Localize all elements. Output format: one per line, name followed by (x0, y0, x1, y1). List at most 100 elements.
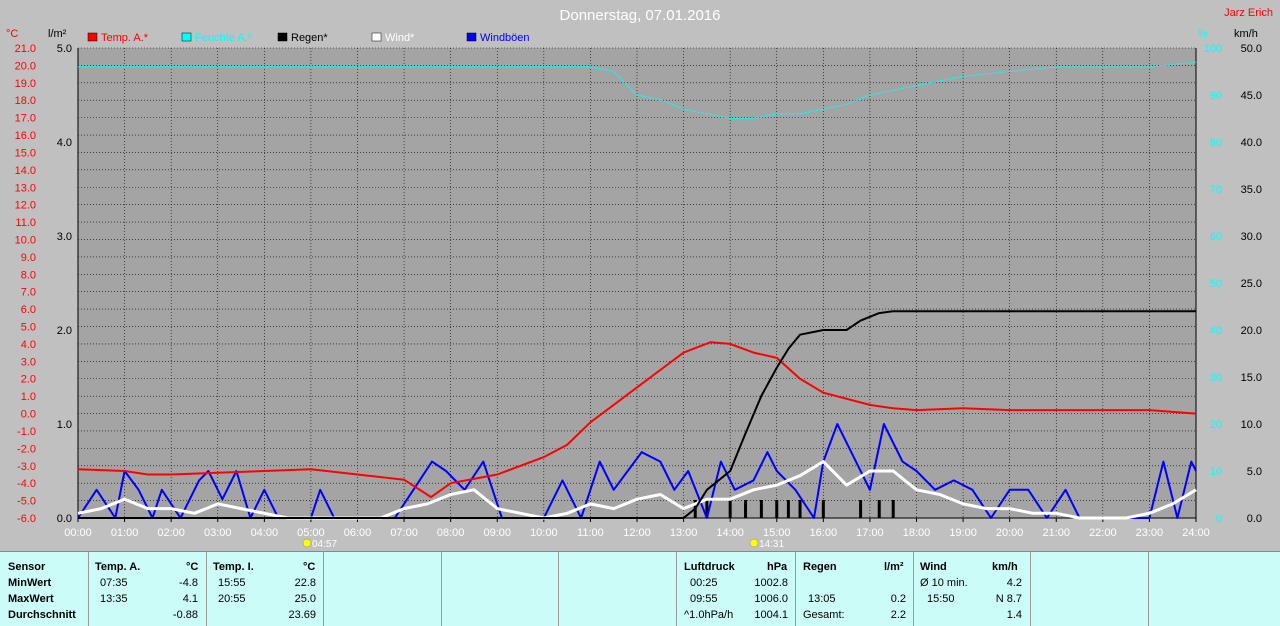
avg-label: Durchschnitt (8, 609, 76, 621)
temp-a-max-time: 13:35 (100, 593, 128, 605)
wind-tick-label: 45.0 (1241, 90, 1262, 102)
temp-i-avg-value: 23.69 (288, 609, 316, 621)
x-tick-label: 01:00 (111, 527, 139, 539)
divider (323, 552, 324, 626)
chart-title: Donnerstag, 07.01.2016 (560, 7, 721, 24)
author-label: Jarz Erich (1224, 7, 1273, 19)
series-line-windben (77, 423, 1197, 519)
humidity-tick-label: 50 (1210, 278, 1222, 290)
sunset-marker: 14:31 (749, 538, 784, 550)
temp-tick-label: 3.0 (21, 356, 36, 368)
temp-tick-label: 2.0 (21, 374, 36, 386)
series-layer (77, 61, 1197, 520)
x-tick-label: 13:00 (670, 527, 698, 539)
humidity-tick-label: 60 (1210, 231, 1222, 243)
rain-tick-label: 3.0 (57, 231, 72, 243)
x-tick-label: 02:00 (157, 527, 185, 539)
temp-tick-label: 18.0 (15, 95, 36, 107)
temp-tick-label: 12.0 (15, 200, 36, 212)
x-tick-label: 07:00 (390, 527, 418, 539)
wind-header: Wind (920, 561, 947, 573)
legend-label: Temp. A.* (101, 32, 149, 44)
x-tick-label: 08:00 (437, 527, 465, 539)
temp-tick-label: -2.0 (17, 443, 36, 455)
legend-label: Wind* (385, 32, 415, 44)
legend-swatch (87, 32, 98, 42)
x-tick-label: 14:00 (716, 527, 744, 539)
x-tick-label: 21:00 (1042, 527, 1070, 539)
temp-tick-label: 0.0 (21, 409, 36, 421)
temp-i-max-value: 25.0 (294, 593, 316, 605)
wind-tick-label: 0.0 (1247, 513, 1262, 525)
wind-unit: km/h (992, 561, 1018, 573)
humidity-tick-label: 0 (1216, 513, 1222, 525)
max-label: MaxWert (8, 593, 54, 605)
summary-table: Sensor MinWert MaxWert Durchschnitt Temp… (0, 551, 1280, 626)
rain-tick-label: 2.0 (57, 325, 72, 337)
temp-tick-label: 8.0 (21, 269, 36, 281)
wind-avg10-label: Ø 10 min. (920, 577, 968, 589)
pressure-unit: hPa (767, 561, 788, 573)
weather-chart: 00:00 01:00 02:00 03:00 04:00 05:00 06:00 07:00… (6, 7, 1273, 550)
wind-tick-label: 20.0 (1241, 325, 1262, 337)
temp-tick-label: 11.0 (15, 217, 36, 229)
x-tick-label: 19:00 (949, 527, 977, 539)
temp-i-header: Temp. I. (213, 561, 254, 573)
humidity-tick-label: 80 (1210, 137, 1222, 149)
wind-tick-label: 15.0 (1241, 372, 1262, 384)
temp-unit-label: °C (6, 28, 18, 40)
wind-tick-label: 40.0 (1241, 137, 1262, 149)
humidity-tick-label: 10 (1210, 466, 1222, 478)
wind-tick-label: 30.0 (1241, 231, 1262, 243)
x-tick-label: 05:00 (297, 527, 325, 539)
legend-swatch (181, 32, 192, 42)
divider (1148, 552, 1149, 626)
divider (441, 552, 442, 626)
humidity-unit-label: % (1198, 28, 1208, 40)
divider (558, 552, 559, 626)
x-tick-label: 17:00 (856, 527, 884, 539)
x-tick-label: 22:00 (1089, 527, 1117, 539)
temp-tick-label: -3.0 (17, 461, 36, 473)
wind-max-value: N 8.7 (995, 593, 1022, 605)
temp-tick-label: -6.0 (17, 513, 36, 525)
pressure-min-value: 1002.8 (754, 577, 788, 589)
humidity-tick-label: 40 (1210, 325, 1222, 337)
wind-avg10-value: 4.2 (1006, 577, 1022, 589)
temp-tick-label: 15.0 (15, 147, 36, 159)
sunrise-icon (302, 538, 312, 548)
x-tick-label: 03:00 (204, 527, 232, 539)
temp-tick-label: 9.0 (21, 252, 36, 264)
temp-tick-label: 16.0 (15, 130, 36, 142)
divider (795, 552, 796, 626)
rain-unit: l/m² (884, 561, 904, 573)
humidity-tick-label: 30 (1210, 372, 1222, 384)
rain-tick-label: 4.0 (57, 137, 72, 149)
pressure-max-value: 1006.0 (754, 593, 788, 605)
sunrise-time: 04:57 (312, 539, 337, 550)
rain-total-label: Gesamt: (803, 609, 845, 621)
series-line-feuchtea (78, 61, 1197, 119)
x-tick-label: 23:00 (1136, 527, 1164, 539)
series-line-regen (78, 310, 1196, 519)
axes: 00:00 01:00 02:00 03:00 04:00 05:00 06:00 07:00… (15, 43, 1262, 539)
legend-label: Windböen (480, 32, 530, 44)
temp-tick-label: -5.0 (17, 496, 36, 508)
wind-tick-label: 25.0 (1241, 278, 1262, 290)
rain-header: Regen (803, 561, 837, 573)
temp-tick-label: 4.0 (21, 339, 36, 351)
legend-label: Regen* (291, 32, 328, 44)
rain-tick-label: 1.0 (57, 419, 72, 431)
x-tick-label: 09:00 (483, 527, 511, 539)
humidity-tick-label: 90 (1210, 90, 1222, 102)
temp-tick-label: 21.0 (15, 43, 36, 55)
temp-a-avg-value: -0.88 (172, 609, 198, 621)
sunset-icon (749, 538, 759, 548)
temp-i-min-time: 15:55 (218, 577, 246, 589)
humidity-tick-label: 20 (1210, 419, 1222, 431)
temp-a-max-value: 4.1 (182, 593, 198, 605)
x-tick-label: 04:00 (251, 527, 279, 539)
divider (88, 552, 89, 626)
divider (1030, 552, 1031, 626)
rain-max-time: 13:05 (808, 593, 836, 605)
